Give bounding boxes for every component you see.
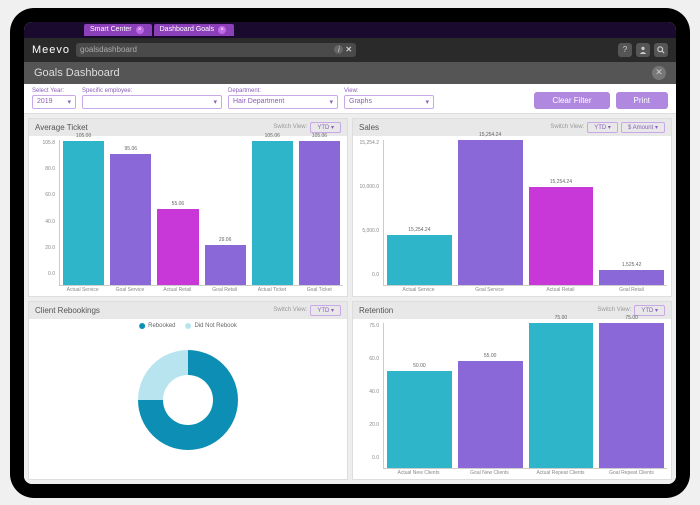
panel-sales: Sales Switch View: YTD ▾ $ Amount ▾ 15,2… — [352, 118, 672, 297]
print-button[interactable]: Print — [616, 92, 668, 109]
department-select[interactable]: Hair Department ▾ — [228, 95, 338, 109]
ytd-select[interactable]: YTD ▾ — [310, 305, 341, 316]
tab-smart-center[interactable]: Smart Center × — [84, 24, 152, 36]
bar: 50.00 — [387, 323, 452, 469]
user-icon[interactable] — [636, 43, 650, 57]
filter-label: Department: — [228, 88, 338, 94]
page-title: Goals Dashboard — [34, 67, 120, 79]
search-icon[interactable] — [654, 43, 668, 57]
search-input[interactable] — [80, 45, 330, 54]
switch-label: Switch View: — [550, 124, 584, 130]
tablet-frame: Smart Center × Dashboard Goals × Meevo i… — [10, 8, 690, 498]
close-icon[interactable]: × — [136, 26, 144, 34]
chevron-down-icon: ▾ — [329, 98, 333, 106]
avg-ticket-chart: 105.880.060.040.020.00.0 105.0095.0655.0… — [29, 136, 347, 296]
employee-select[interactable]: ▾ — [82, 95, 222, 109]
amount-select[interactable]: $ Amount ▾ — [621, 122, 665, 133]
tab-bar: Smart Center × Dashboard Goals × — [24, 22, 676, 38]
donut-chart — [138, 350, 238, 450]
bar: 75.00 — [529, 323, 594, 469]
filter-bar: Select Year: 2019 ▾ Specific employee: ▾… — [24, 84, 676, 114]
info-icon[interactable]: i — [334, 45, 343, 54]
screen: Smart Center × Dashboard Goals × Meevo i… — [24, 22, 676, 484]
select-value: Hair Department — [233, 98, 284, 105]
filter-label: Specific employee: — [82, 88, 222, 94]
bar: 95.06 — [110, 140, 151, 286]
panel-rebookings: Client Rebookings Switch View: YTD ▾ Reb… — [28, 301, 348, 480]
tab-label: Dashboard Goals — [160, 26, 214, 33]
panel-header: Retention Switch View: YTD ▾ — [353, 302, 671, 319]
top-icons: ? — [618, 43, 668, 57]
logo: Meevo — [32, 44, 70, 56]
tab-dashboard-goals[interactable]: Dashboard Goals × — [154, 24, 234, 36]
search-controls: i ✕ — [334, 45, 352, 54]
bar: 105.06 — [252, 140, 293, 286]
retention-chart: 75.060.040.020.00.0 50.0055.0075.0075.00… — [353, 319, 671, 479]
clear-icon[interactable]: ✕ — [345, 45, 352, 54]
bar: 75.00 — [599, 323, 664, 469]
clear-filter-button[interactable]: Clear Filter — [534, 92, 609, 109]
bar: 55.06 — [157, 140, 198, 286]
bar: 105.06 — [299, 140, 340, 286]
chevron-down-icon: ▾ — [425, 98, 429, 106]
switch-label: Switch View: — [273, 124, 307, 130]
panel-average-ticket: Average Ticket Switch View: YTD ▾ 105.88… — [28, 118, 348, 297]
filter-label: View: — [344, 88, 434, 94]
bar: 29.06 — [205, 140, 246, 286]
select-value: Graphs — [349, 98, 372, 105]
top-bar: Meevo i ✕ ? — [24, 38, 676, 62]
close-icon[interactable]: × — [218, 26, 226, 34]
bar: 15,254.24 — [529, 140, 594, 286]
year-select[interactable]: 2019 ▾ — [32, 95, 76, 109]
tab-label: Smart Center — [90, 26, 132, 33]
panel-title: Average Ticket — [35, 123, 88, 132]
panel-retention: Retention Switch View: YTD ▾ 75.060.040.… — [352, 301, 672, 480]
panel-header: Sales Switch View: YTD ▾ $ Amount ▾ — [353, 119, 671, 136]
filter-department: Department: Hair Department ▾ — [228, 88, 338, 109]
panel-header: Client Rebookings Switch View: YTD ▾ — [29, 302, 347, 319]
panel-title: Client Rebookings — [35, 306, 100, 315]
help-icon[interactable]: ? — [618, 43, 632, 57]
dashboard-grid: Average Ticket Switch View: YTD ▾ 105.88… — [24, 114, 676, 484]
ytd-select[interactable]: YTD ▾ — [587, 122, 618, 133]
rebookings-chart: RebookedDid Not Rebook — [29, 319, 347, 479]
ytd-select[interactable]: YTD ▾ — [634, 305, 665, 316]
title-bar: Goals Dashboard ✕ — [24, 62, 676, 84]
panel-title: Retention — [359, 306, 393, 315]
bar: 55.00 — [458, 323, 523, 469]
bar: 1,525.42 — [599, 140, 664, 286]
select-value: 2019 — [37, 98, 53, 105]
switch-label: Switch View: — [597, 307, 631, 313]
filter-label: Select Year: — [32, 88, 76, 94]
close-icon[interactable]: ✕ — [652, 66, 666, 80]
search-box[interactable]: i ✕ — [76, 43, 356, 57]
chevron-down-icon: ▾ — [67, 98, 71, 106]
bar: 105.00 — [63, 140, 104, 286]
view-select[interactable]: Graphs ▾ — [344, 95, 434, 109]
bar: 15,254.24 — [458, 140, 523, 286]
filter-employee: Specific employee: ▾ — [82, 88, 222, 109]
panel-title: Sales — [359, 123, 379, 132]
bar: 15,254.24 — [387, 140, 452, 286]
sales-chart: 15,254.210,000.05,000.00.0 15,254.2415,2… — [353, 136, 671, 296]
filter-view: View: Graphs ▾ — [344, 88, 434, 109]
ytd-select[interactable]: YTD ▾ — [310, 122, 341, 133]
filter-year: Select Year: 2019 ▾ — [32, 88, 76, 109]
chevron-down-icon: ▾ — [213, 98, 217, 106]
switch-label: Switch View: — [273, 307, 307, 313]
